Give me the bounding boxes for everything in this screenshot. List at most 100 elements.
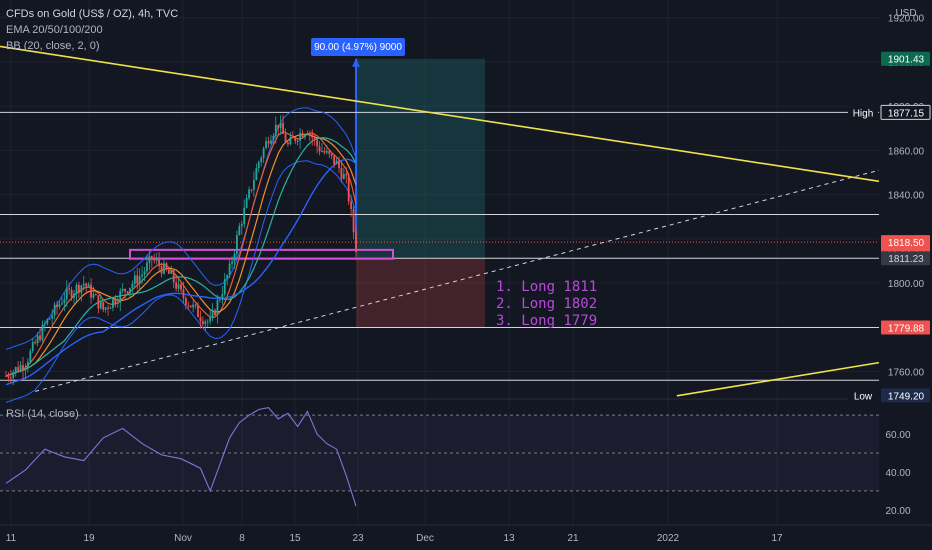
time-tick-2: Nov [174,533,192,544]
candle-body [136,275,139,284]
candle-body [221,294,224,300]
candle-body [70,289,73,298]
candle-body [19,365,22,372]
candle-body [313,137,316,140]
candle-body [350,201,353,210]
candle-body [46,319,49,324]
candle-body [165,263,168,270]
candle-body [12,372,15,379]
long-position-tool[interactable] [352,58,485,328]
candle-body [5,375,7,377]
candle-body [265,141,267,149]
candle-body [97,295,100,309]
candle-body [233,253,236,262]
candle-body [182,289,185,298]
candle-body [199,317,202,322]
candle-body [279,122,282,129]
trendline-2 [676,361,880,397]
candle-body [150,256,153,260]
candle-body [355,232,357,253]
candle-body [250,189,253,191]
candle-body [189,305,192,308]
candle-body [338,160,340,169]
candle-body [31,342,34,351]
candle-body [223,279,226,295]
position-size-label[interactable]: 90.00 (4.97%) 9000 [311,38,405,56]
candle-body [34,342,37,344]
candle-body [41,324,44,341]
candle-body [153,259,156,261]
candle-body [204,321,207,325]
candle-body [340,168,343,179]
time-axis[interactable]: 11 19 Nov 8 15 23 Dec 13 21 2022 17 [0,524,932,544]
candle-body [289,137,292,145]
candle-body [211,310,214,318]
trendline-0 [0,45,880,183]
candle-body [328,151,331,154]
rsi-tick-40: 40.00 [885,468,910,479]
candle-body [133,275,136,284]
ema-legend[interactable]: EMA 20/50/100/200 [6,24,103,36]
candle-body [236,235,238,254]
stop-zone [356,258,485,328]
price-label-current: 1818.50 [888,238,925,249]
ema-20 [5,130,357,377]
candle-body [112,299,114,308]
candle-body [287,142,289,145]
rsi-series [5,406,357,507]
target-zone [356,58,485,259]
note-long-1811: 1. Long 1811 [496,279,598,295]
symbol-legend[interactable]: CFDs on Gold (US$ / OZ), 4h, TVC [6,8,179,20]
candle-body [29,350,32,363]
horizontal-levels[interactable] [0,111,879,381]
price-axis[interactable]: USD1760.001780.001800.001820.001840.0018… [848,0,932,525]
candle-body [175,282,178,289]
candle-body [308,133,311,135]
candle-body [177,284,180,289]
price-label-level: 1811.23 [888,254,924,265]
marker-label-high: High [853,108,874,119]
price-tick-1920: 1920.00 [888,14,925,25]
candle-body [22,365,24,371]
candle-body [194,304,197,306]
candle-body [345,174,348,176]
bollinger-lower [5,160,357,403]
candle-body [24,367,27,371]
time-tick-1: 19 [83,533,95,544]
candle-body [260,157,263,162]
candle-body [36,335,39,344]
bollinger-legend[interactable]: BB (20, close, 2, 0) [6,40,100,52]
candle-body [121,288,124,291]
time-tick-6: Dec [416,533,434,544]
candle-body [158,259,161,267]
candle-body [272,135,275,141]
candle-body [114,299,117,304]
candle-body [141,274,144,277]
candle-body [143,271,146,275]
candle-body [282,122,284,134]
candle-body [262,148,265,158]
trendline-1 [35,169,880,392]
trade-notes[interactable]: 1. Long 1811 2. Long 1802 3. Long 1779 [496,279,597,330]
candle-body [78,284,80,293]
candle-body [184,297,187,306]
rsi-legend[interactable]: RSI (14, close) [6,408,79,420]
candle-body [119,290,122,303]
candle-body [160,266,163,274]
candle-body [39,335,41,341]
candle-body [87,284,90,287]
candle-body [53,304,56,316]
candle-body [104,307,107,310]
candle-body [192,304,195,308]
rsi-panel[interactable] [0,414,879,492]
candle-body [75,284,78,294]
price-tick-1840: 1840.00 [888,191,925,202]
candle-body [43,323,46,325]
candle-body [257,161,260,169]
candle-body [284,133,287,143]
candle-body [238,226,241,236]
candle-body [296,140,299,142]
candle-body [321,150,323,152]
marker-bg-low [848,388,878,403]
